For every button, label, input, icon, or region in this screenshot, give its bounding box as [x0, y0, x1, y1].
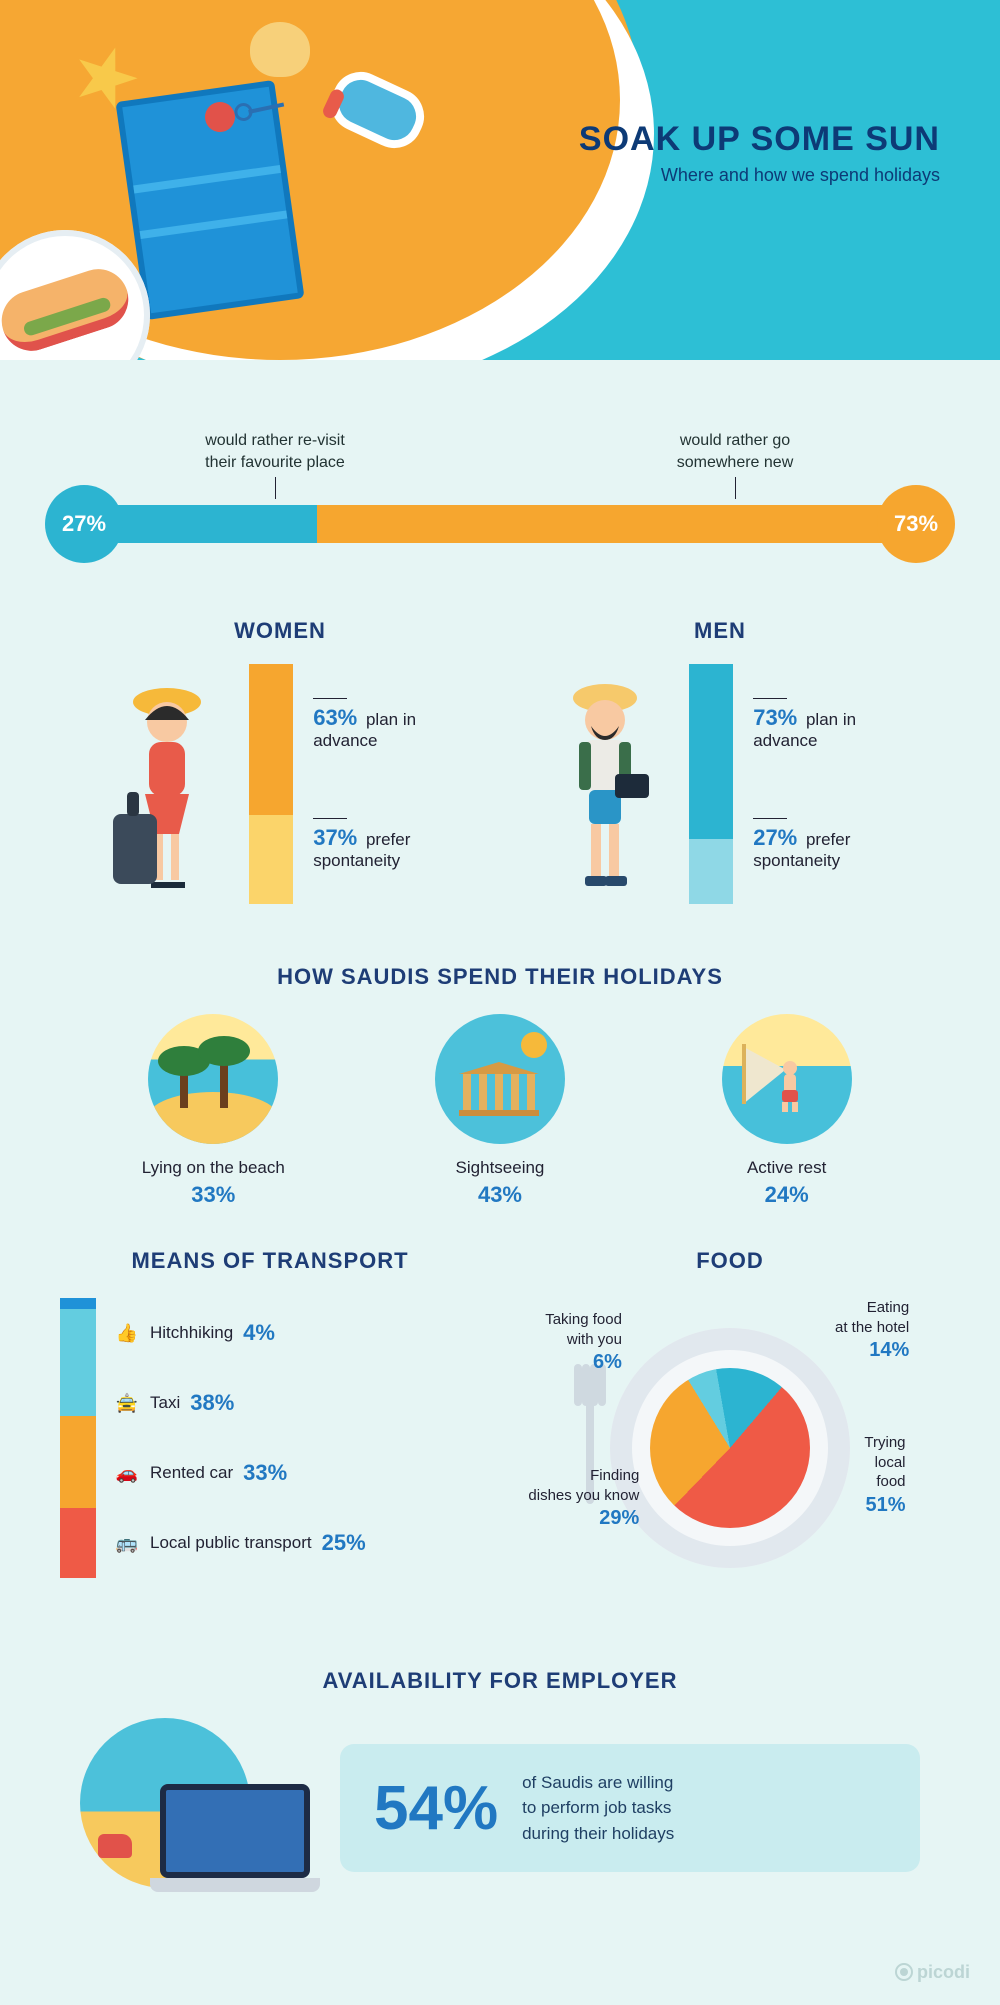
food-label: Taking food with you6% [545, 1310, 622, 1375]
gender-bar-seg [689, 664, 733, 839]
women-stack-bar [249, 664, 293, 904]
women-col: WOMEN [95, 618, 465, 904]
ghost-bus-icon: 🚌 [348, 1435, 510, 1588]
activity-label: Active rest [666, 1158, 907, 1178]
splitbar-track [103, 505, 897, 543]
activity-pct: 24% [666, 1182, 907, 1208]
activity-pct: 33% [93, 1182, 334, 1208]
woman-avatar-icon [95, 664, 235, 904]
gender-bar-seg [689, 839, 733, 904]
activities-title: HOW SAUDIS SPEND THEIR HOLIDAYS [0, 964, 1000, 990]
gender-stat-line: 27% prefer spontaneity [753, 818, 905, 871]
food-label: Eating at the hotel14% [835, 1298, 909, 1363]
food-label: Trying local food51% [864, 1433, 905, 1518]
employer-title: AVAILABILITY FOR EMPLOYER [80, 1668, 920, 1694]
women-title: WOMEN [95, 618, 465, 644]
activity-beach: Lying on the beach 33% [93, 1014, 334, 1208]
men-title: MEN [535, 618, 905, 644]
food-title: FOOD [520, 1248, 940, 1274]
splitbar-left-pct: 27% [45, 485, 123, 563]
men-info: 73% plan in advance 27% prefer spontaneit… [747, 664, 905, 904]
infographic-page: ★ SOAK UP SOME SUN Where and how we spen… [0, 0, 1000, 2005]
revisit-vs-new-bar: would rather re-visit their favourite pl… [0, 360, 1000, 578]
hero-title: SOAK UP SOME SUN [579, 120, 940, 159]
transport-stack-bar [60, 1298, 96, 1578]
transport-icon: 👍 [114, 1323, 140, 1343]
gender-stat-line: 73% plan in advance [753, 698, 905, 751]
food-chart: Taking food with you6% Eating at the hote… [520, 1298, 940, 1598]
activity-active: Active rest 24% [666, 1014, 907, 1208]
activity-label: Sightseeing [380, 1158, 621, 1178]
laptop-icon [150, 1784, 320, 1904]
employer-pct: 54% [374, 1773, 498, 1844]
transport-list: 🚗 🚌 👍Hitchhiking 4% 🚖Taxi 38% 🚗Rented car 33… [114, 1298, 480, 1578]
activity-sightseeing: Sightseeing 43% [380, 1014, 621, 1208]
transport-item: 👍Hitchhiking 4% [114, 1320, 480, 1346]
transport-title: MEANS OF TRANSPORT [60, 1248, 480, 1274]
transport-icon: 🚖 [114, 1393, 140, 1413]
food-label: Finding dishes you know29% [528, 1466, 639, 1531]
gender-bar-seg [249, 815, 293, 904]
food-pie [650, 1368, 810, 1528]
beach-badge-icon [148, 1014, 278, 1144]
splitbar-left-label: would rather re-visit their favourite pl… [175, 430, 375, 473]
employer-text: of Saudis are willing to perform job tas… [522, 1770, 674, 1847]
transport-item: 🚌Local public transport 25% [114, 1530, 480, 1556]
splitbar-right-seg [317, 505, 897, 543]
men-col: MEN [535, 618, 905, 904]
transport-bar-seg [60, 1416, 96, 1508]
activity-label: Lying on the beach [93, 1158, 334, 1178]
windsurf-badge-icon [722, 1014, 852, 1144]
food-col: FOOD Taking food with you6% Eating at the… [520, 1248, 940, 1598]
splitbar-right-pct: 73% [877, 485, 955, 563]
gender-bar-seg [249, 664, 293, 815]
room-key-icon [202, 99, 238, 135]
splitbar-right-label: would rather go somewhere new [645, 430, 825, 473]
gender-section: WOMEN [0, 578, 1000, 934]
transport-col: MEANS OF TRANSPORT 🚗 🚌 👍Hitchhiking 4% 🚖Tax… [60, 1248, 480, 1598]
transport-food-row: MEANS OF TRANSPORT 🚗 🚌 👍Hitchhiking 4% 🚖Tax… [0, 1228, 1000, 1628]
footer: picodi [0, 1958, 1000, 2005]
transport-bar-seg [60, 1298, 96, 1309]
activity-pct: 43% [380, 1182, 621, 1208]
hero-subtitle: Where and how we spend holidays [579, 165, 940, 186]
employer-illustration [80, 1718, 300, 1898]
splitbar-left-seg [103, 505, 317, 543]
transport-item: 🚗Rented car 33% [114, 1460, 480, 1486]
transport-bar-seg [60, 1309, 96, 1415]
hero: ★ SOAK UP SOME SUN Where and how we spen… [0, 0, 1000, 360]
temple-badge-icon [435, 1014, 565, 1144]
man-avatar-icon [535, 664, 675, 904]
transport-item: 🚖Taxi 38% [114, 1390, 480, 1416]
men-stack-bar [689, 664, 733, 904]
seashell-icon [250, 22, 310, 77]
transport-bar-seg [60, 1508, 96, 1578]
employer-stat-box: 54% of Saudis are willing to perform job… [340, 1744, 920, 1873]
brand-name: picodi [917, 1962, 970, 1982]
gender-stat-line: 63% plan in advance [313, 698, 465, 751]
transport-icon: 🚌 [114, 1533, 140, 1553]
activities-row: Lying on the beach 33% Sightseeing 43% [0, 1014, 1000, 1228]
brand-icon [895, 1963, 913, 1981]
women-info: 63% plan in advance 37% prefer spontaneit… [307, 664, 465, 904]
transport-icon: 🚗 [114, 1463, 140, 1483]
gender-stat-line: 37% prefer spontaneity [313, 818, 465, 871]
employer-section: AVAILABILITY FOR EMPLOYER 54% of Saudis … [0, 1628, 1000, 1958]
